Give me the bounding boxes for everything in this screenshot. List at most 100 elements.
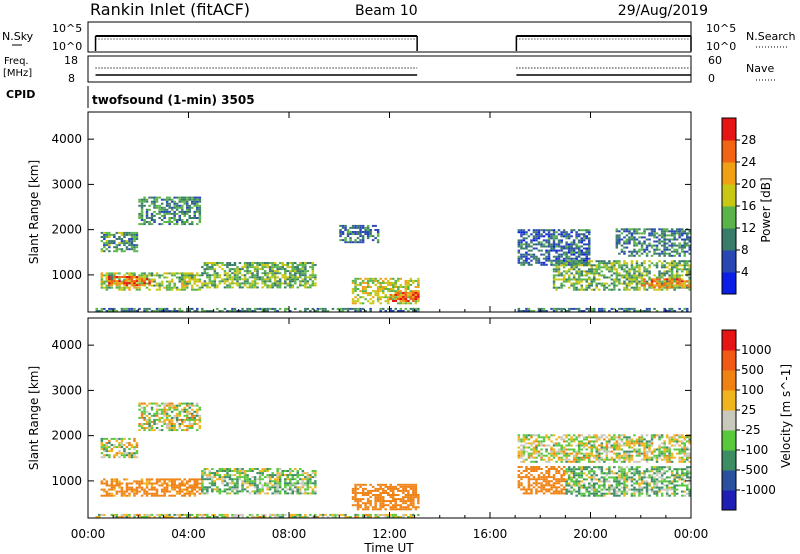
heatmap-cell (278, 307, 282, 310)
heatmap-cell (537, 454, 541, 457)
heatmap-cell (577, 440, 581, 443)
heatmap-cell (530, 436, 533, 439)
heatmap-cell (567, 280, 571, 283)
heatmap-cell (640, 434, 644, 437)
heatmap-cell (404, 302, 408, 305)
heatmap-cell (188, 272, 191, 275)
heatmap-cell (557, 241, 561, 244)
heatmap-cell (648, 228, 651, 231)
heatmap-cell (135, 236, 139, 238)
heatmap-cell (160, 429, 164, 432)
heatmap-cell (643, 240, 646, 243)
heatmap-cell (625, 444, 629, 447)
heatmap-cell (221, 310, 224, 312)
heatmap-cell (688, 236, 691, 239)
heatmap-cell (206, 468, 209, 470)
heatmap-cell (575, 307, 578, 310)
heatmap-cell (585, 452, 588, 455)
heatmap-cell (397, 286, 400, 288)
heatmap-cell (673, 254, 676, 257)
heatmap-cell (278, 474, 282, 477)
heatmap-cell (143, 402, 146, 405)
heatmap-cell (547, 436, 551, 439)
heatmap-cell (532, 239, 536, 242)
heatmap-cell (100, 448, 104, 451)
heatmap-cell (301, 470, 305, 472)
heatmap-cell (160, 490, 164, 493)
heatmap-cell (223, 484, 227, 487)
heatmap-cell (537, 231, 541, 234)
heatmap-cell (663, 452, 666, 455)
heatmap-cell (392, 290, 395, 293)
heatmap-cell (412, 502, 415, 505)
heatmap-cell (575, 456, 578, 459)
heatmap-cell (160, 482, 164, 485)
heatmap-cell (635, 262, 639, 265)
heatmap-cell (532, 482, 536, 485)
heatmap-cell (148, 288, 151, 291)
heatmap-cell (246, 266, 249, 269)
heatmap-cell (198, 425, 202, 427)
heatmap-cell (284, 286, 287, 289)
heatmap-cell (198, 219, 202, 221)
heatmap-cell (522, 458, 526, 461)
heatmap-cell (120, 238, 124, 240)
heatmap-cell (595, 438, 598, 441)
heatmap-cell (324, 310, 327, 312)
heatmap-cell (108, 240, 111, 243)
heatmap-cell (206, 268, 209, 271)
heatmap-cell (123, 452, 126, 455)
heatmap-cell (125, 280, 129, 283)
heatmap-cell (417, 307, 420, 310)
heatmap-cell (268, 272, 272, 275)
beam-label: Beam 10 (355, 3, 418, 19)
heatmap-cell (155, 200, 159, 203)
heatmap-cell (276, 310, 279, 312)
heatmap-cell (165, 276, 169, 279)
heatmap-cell (404, 286, 408, 288)
heatmap-cell (675, 268, 679, 271)
heatmap-cell (590, 448, 593, 451)
freq-unit: [MHz] (3, 68, 32, 79)
heatmap-cell (128, 274, 131, 277)
heatmap-cell (673, 280, 676, 283)
heatmap-cell (525, 466, 528, 468)
heatmap-cell (130, 236, 134, 238)
heatmap-cell (588, 229, 591, 232)
heatmap-cell (108, 242, 111, 245)
heatmap-cell (366, 231, 370, 233)
heatmap-cell (598, 278, 601, 281)
heatmap-cell (530, 460, 533, 463)
heatmap-cell (623, 268, 626, 271)
heatmap-cell (243, 310, 247, 312)
heatmap-cell (562, 307, 566, 310)
heatmap-cell (284, 280, 287, 283)
heatmap-cell (673, 448, 676, 451)
heatmap-cell (120, 513, 124, 516)
heatmap-cell (143, 492, 146, 495)
heatmap-cell (351, 292, 355, 295)
heatmap-cell (248, 266, 252, 269)
heatmap-cell (181, 410, 184, 413)
heatmap-cell (562, 266, 566, 269)
heatmap-cell (108, 454, 111, 457)
heatmap-cell (580, 257, 583, 260)
heatmap-cell (193, 494, 196, 497)
heatmap-cell (557, 233, 561, 236)
heatmap-cell (580, 458, 583, 461)
heatmap-cell (638, 266, 641, 269)
heatmap-cell (660, 228, 664, 231)
heatmap-cell (688, 264, 691, 267)
heatmap-cell (228, 278, 232, 281)
heatmap-cell (547, 470, 551, 472)
heatmap-cell (404, 295, 408, 298)
heatmap-cell (289, 486, 292, 489)
heatmap-cell (135, 244, 139, 247)
heatmap-cell (683, 282, 686, 285)
heatmap-cell (560, 245, 563, 248)
heatmap-cell (374, 508, 377, 511)
heatmap-cell (633, 244, 636, 247)
heatmap-cell (618, 280, 621, 283)
heatmap-cell (130, 444, 134, 446)
heatmap-cell (334, 516, 337, 518)
